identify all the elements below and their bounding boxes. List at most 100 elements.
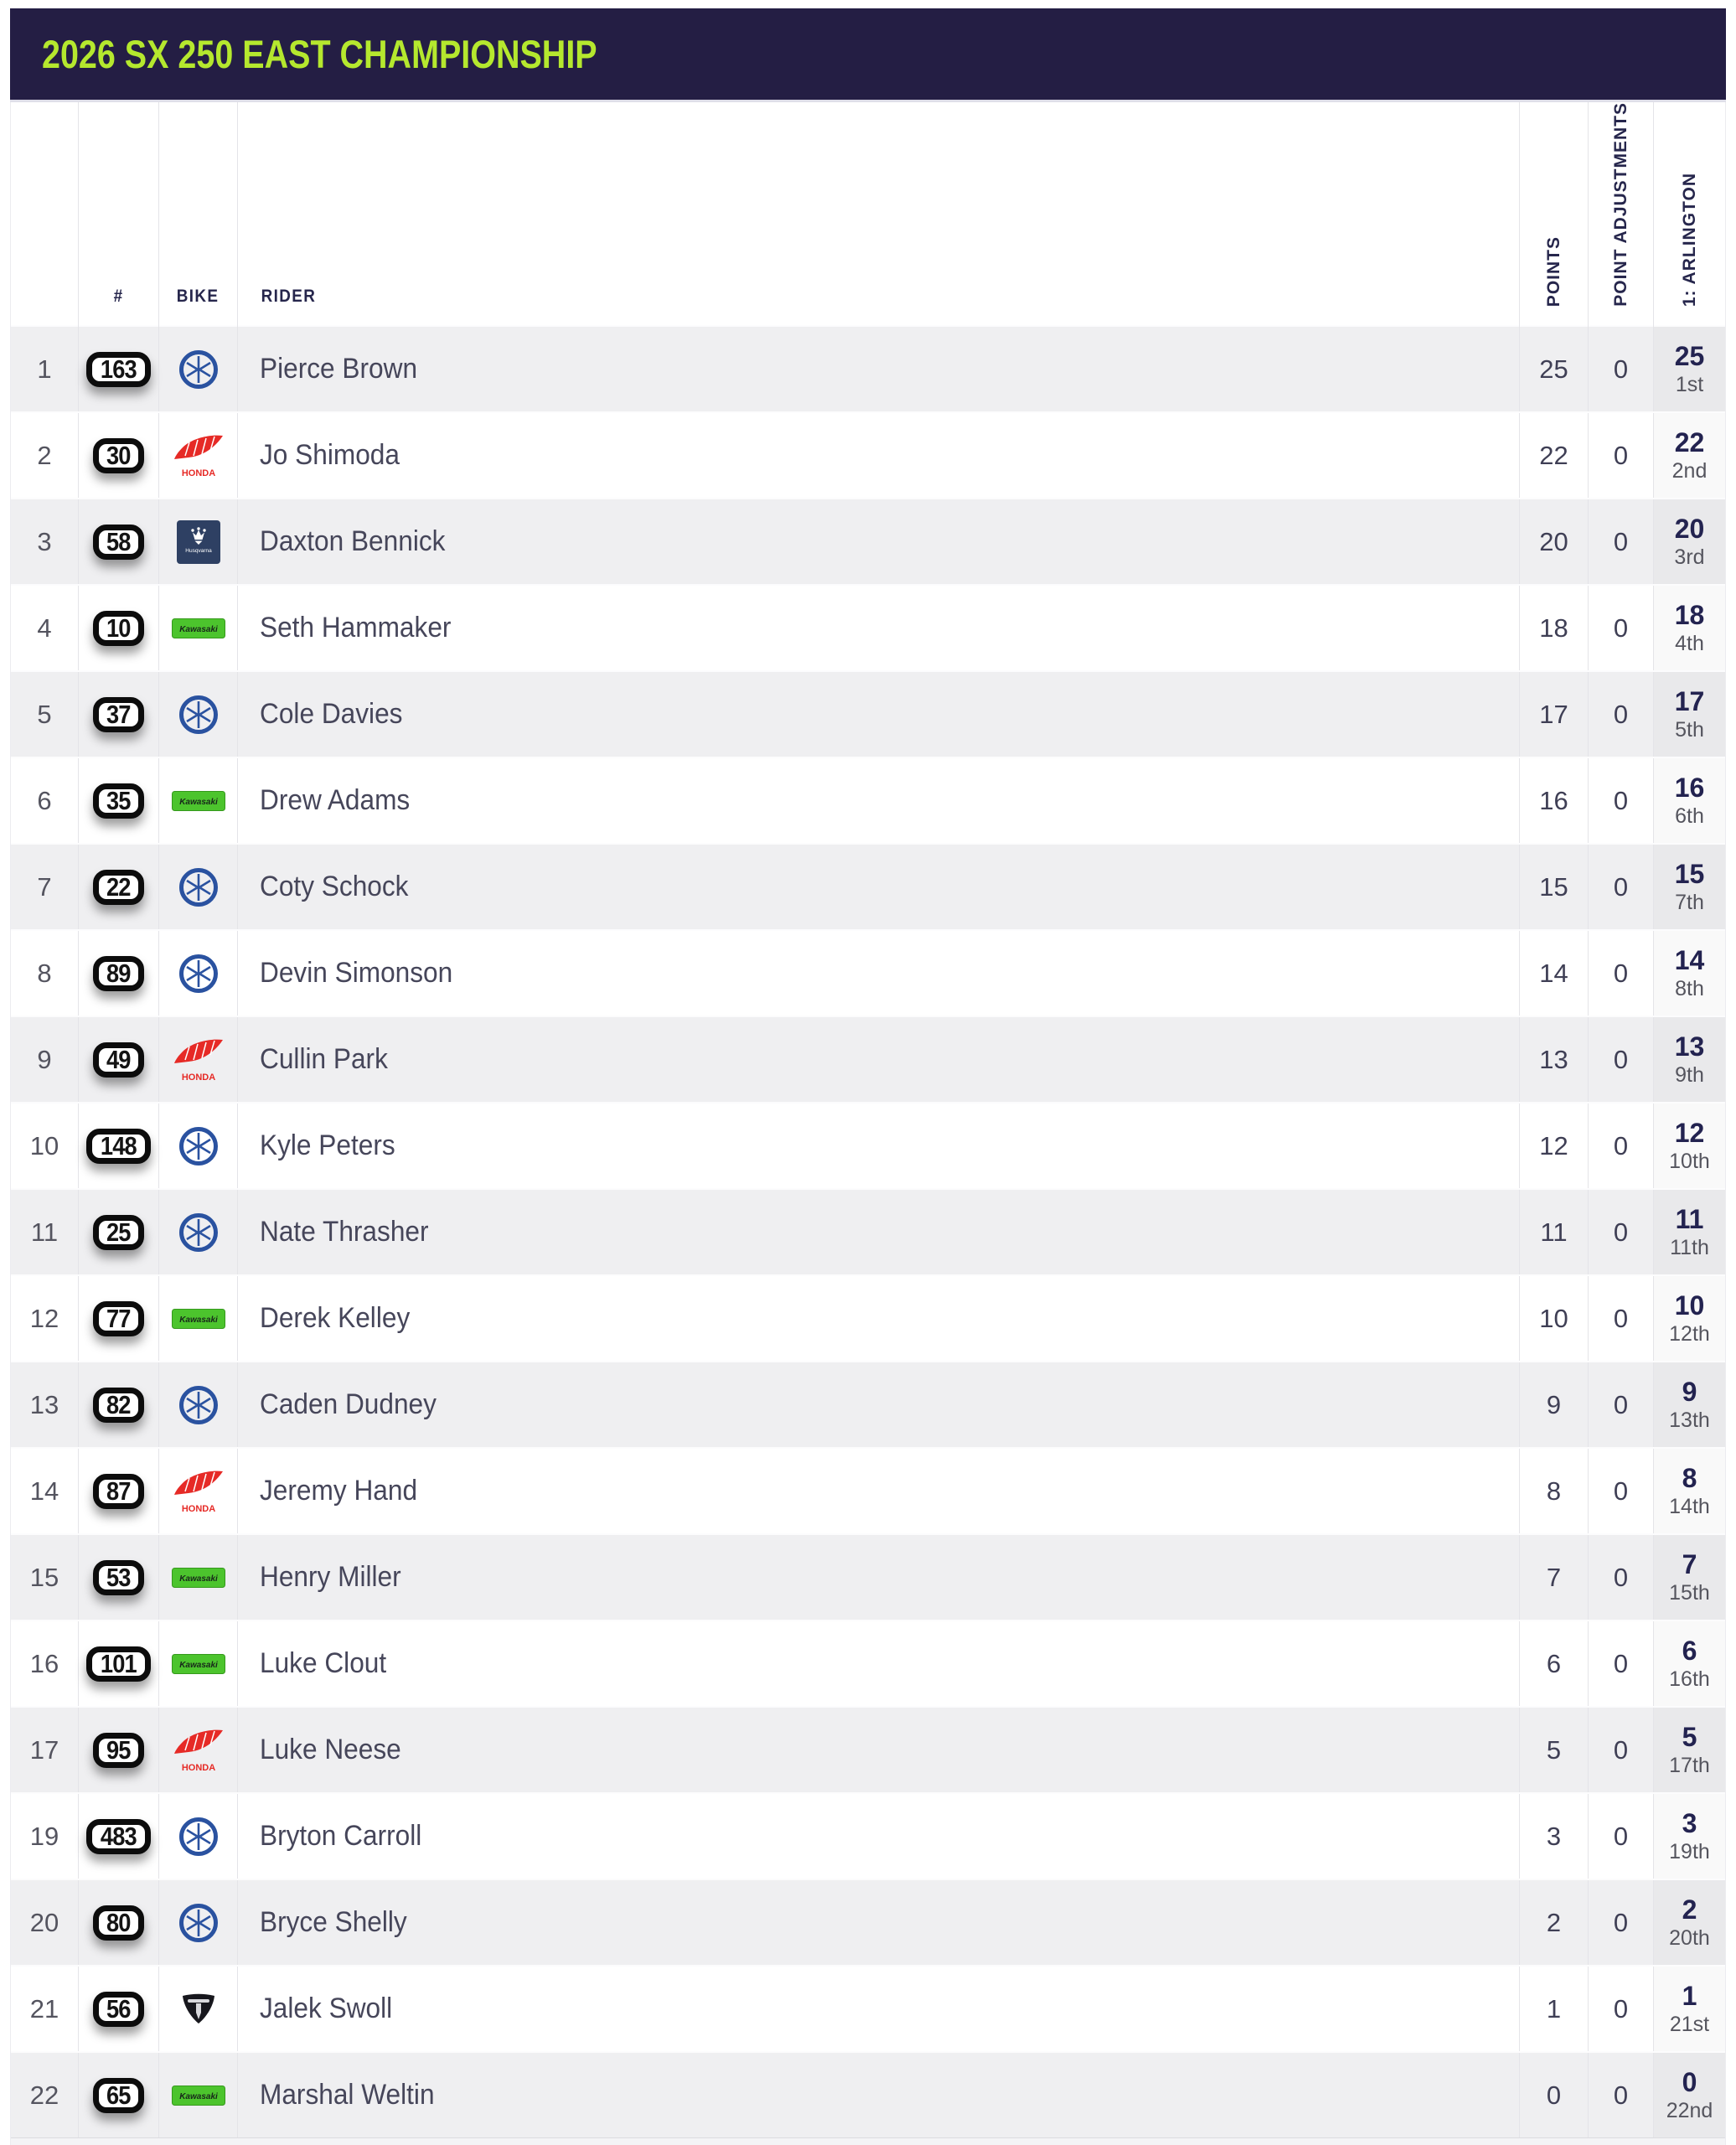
point-adjustments-cell: 0 [1588, 1276, 1653, 1361]
position-cell: 11 [30, 1217, 59, 1247]
table-row: 8 89 HONDA K [11, 929, 1725, 1016]
bike-cell: HONDA Kawasaki Husqvarna [158, 1449, 237, 1533]
table-row: 4 10 HONDA K [11, 584, 1725, 670]
round1-result-cell: 17 5th [1653, 672, 1725, 757]
bike-cell: HONDA Kawasaki Husqvarna [158, 845, 237, 929]
number-plate: 49 [93, 1041, 144, 1078]
round1-points: 20 [1674, 513, 1705, 544]
rider-cell: Luke Neese [237, 1708, 1519, 1792]
round1-result-cell: 8 14th [1653, 1449, 1725, 1533]
rider-name: Bryce Shelly [260, 1906, 407, 1938]
rider-cell: Luke Clout [237, 1621, 1519, 1706]
round1-points: 9 [1682, 1376, 1697, 1407]
page-title: 2026 SX 250 EAST CHAMPIONSHIP [42, 32, 597, 76]
point-adjustments-cell: 0 [1588, 327, 1653, 411]
round1-result-cell: 10 12th [1653, 1276, 1725, 1361]
round1-place: 12th [1669, 1322, 1710, 1346]
position-cell: 8 [37, 958, 52, 988]
rider-cell: Marshal Weltin [237, 2053, 1519, 2137]
round1-result-cell: 2 20th [1653, 1880, 1725, 1965]
rider-cell: Nate Thrasher [237, 1190, 1519, 1274]
round1-place: 16th [1669, 1667, 1710, 1692]
round1-result-cell: 3 19th [1653, 1794, 1725, 1879]
position-cell: 2 [37, 440, 52, 470]
point-adjustments-cell: 0 [1588, 2053, 1653, 2137]
position-cell: 22 [29, 2080, 59, 2110]
bike-cell: HONDA Kawasaki Husqvarna [158, 672, 237, 757]
round1-points: 14 [1674, 944, 1705, 975]
number-plate: 82 [93, 1387, 144, 1423]
rider-cell: Cole Davies [237, 672, 1519, 757]
table-row: 6 35 HONDA K [11, 757, 1725, 843]
svg-text:Husqvarna: Husqvarna [185, 548, 212, 554]
position-cell: 10 [29, 1130, 59, 1160]
kawasaki-logo-icon: Kawasaki [171, 1567, 225, 1588]
points-cell: 18 [1519, 586, 1588, 670]
yamaha-logo-icon [178, 1385, 218, 1424]
round1-points: 18 [1674, 599, 1705, 630]
rider-cell: Jo Shimoda [237, 413, 1519, 498]
number-plate: 87 [93, 1473, 144, 1509]
table-row: 15 53 HONDA [11, 1533, 1725, 1620]
rider-cell: Drew Adams [237, 758, 1519, 843]
table-footer [11, 2137, 1725, 2145]
number-cell: 95 [78, 1708, 158, 1792]
point-adjustments-cell: 0 [1588, 413, 1653, 498]
number-plate: 77 [93, 1300, 144, 1336]
number-cell: 82 [78, 1362, 158, 1447]
points-cell: 15 [1519, 845, 1588, 929]
round1-result-cell: 12 10th [1653, 1104, 1725, 1188]
table-body: 1 163 HONDA [11, 325, 1725, 2137]
points-cell: 5 [1519, 1708, 1588, 1792]
svg-text:Kawasaki: Kawasaki [179, 2092, 218, 2101]
rider-name: Jo Shimoda [260, 439, 400, 471]
points-cell: 10 [1519, 1276, 1588, 1361]
number-cell: 80 [78, 1880, 158, 1965]
point-adjustments-cell: 0 [1588, 1708, 1653, 1792]
table-row: 10 148 HONDA [11, 1102, 1725, 1188]
point-adjustments-cell: 0 [1588, 1449, 1653, 1533]
rider-name: Cole Davies [260, 698, 403, 730]
number-cell: 101 [78, 1621, 158, 1706]
round1-place: 11th [1670, 1236, 1709, 1260]
honda-logo-icon: HONDA [173, 1470, 223, 1513]
header-rider-label: RIDER [261, 286, 317, 306]
round1-points: 16 [1674, 772, 1705, 803]
number-cell: 77 [78, 1276, 158, 1361]
round1-place: 8th [1675, 977, 1704, 1001]
honda-logo-icon: HONDA [173, 1729, 223, 1772]
rider-name: Cullin Park [260, 1043, 388, 1075]
table-row: 1 163 HONDA [11, 325, 1725, 411]
kawasaki-logo-icon: Kawasaki [171, 618, 225, 638]
position-cell: 7 [37, 871, 52, 902]
round1-points: 2 [1682, 1894, 1697, 1925]
position-cell: 16 [29, 1648, 59, 1678]
round1-points: 13 [1674, 1031, 1705, 1062]
round1-result-cell: 14 8th [1653, 931, 1725, 1016]
svg-text:HONDA: HONDA [181, 1504, 214, 1513]
header-points: POINTS [1519, 102, 1588, 332]
round1-points: 11 [1675, 1203, 1704, 1234]
round1-result-cell: 11 11th [1653, 1190, 1725, 1274]
round1-points: 22 [1674, 426, 1705, 457]
position-cell: 1 [37, 354, 52, 384]
round1-place: 22nd [1666, 2099, 1713, 2123]
rider-cell: Coty Schock [237, 845, 1519, 929]
bike-cell: HONDA Kawasaki Husqvarna [158, 758, 237, 843]
rider-cell: Pierce Brown [237, 327, 1519, 411]
round1-place: 1st [1675, 373, 1704, 397]
table-row: 11 25 HONDA [11, 1188, 1725, 1274]
point-adjustments-cell: 0 [1588, 1880, 1653, 1965]
number-cell: 89 [78, 931, 158, 1016]
title-bar: 2026 SX 250 EAST CHAMPIONSHIP [10, 8, 1726, 102]
number-plate: 148 [86, 1128, 151, 1164]
honda-logo-icon: HONDA [173, 435, 223, 478]
number-plate: 101 [86, 1646, 151, 1682]
position-cell: 20 [29, 1907, 59, 1937]
svg-text:Kawasaki: Kawasaki [179, 625, 218, 634]
rider-cell: Daxton Bennick [237, 499, 1519, 584]
rider-name: Luke Neese [260, 1734, 401, 1765]
table-row: 13 82 HONDA [11, 1361, 1725, 1447]
position-cell: 6 [37, 785, 52, 815]
